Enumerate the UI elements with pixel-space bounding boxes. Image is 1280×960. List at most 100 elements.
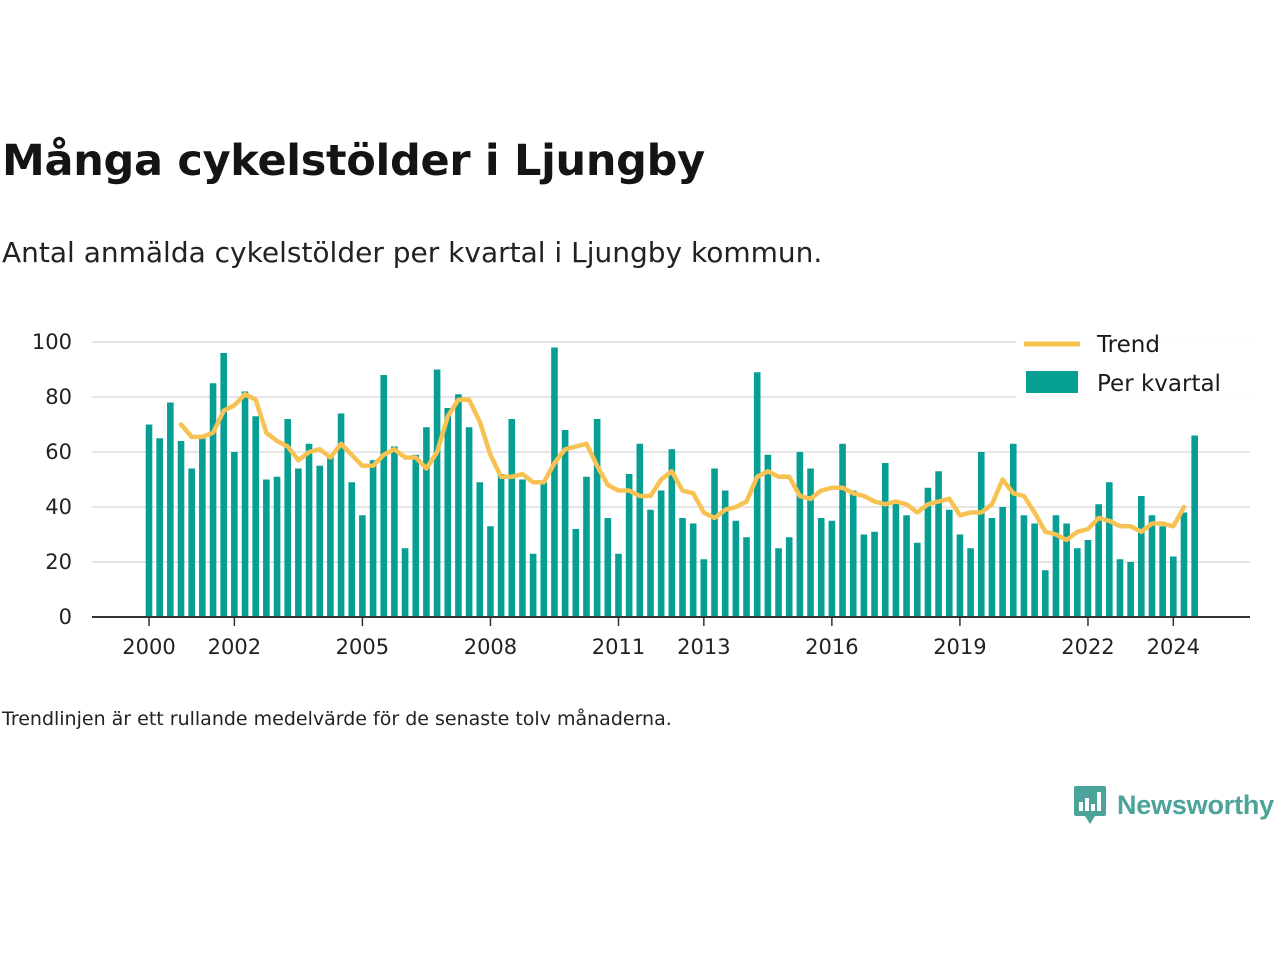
bar xyxy=(807,468,814,617)
bar xyxy=(380,375,388,617)
y-tick-label: 60 xyxy=(45,440,72,464)
bar xyxy=(668,449,676,617)
bar xyxy=(401,548,409,617)
legend-label-trend: Trend xyxy=(1096,332,1160,358)
bar xyxy=(796,452,804,617)
bar xyxy=(337,413,345,617)
bar xyxy=(625,474,633,617)
bar xyxy=(903,515,910,617)
bar xyxy=(988,518,996,617)
bar xyxy=(817,518,825,617)
bar xyxy=(935,471,942,617)
bar xyxy=(529,553,537,617)
y-tick-label: 100 xyxy=(32,330,72,354)
bar xyxy=(764,454,772,617)
bar xyxy=(945,509,953,617)
legend-label-per-kvartal: Per kvartal xyxy=(1097,371,1221,397)
brand-logo: Newsworthy xyxy=(1073,784,1274,826)
bar xyxy=(689,523,697,617)
bar xyxy=(785,537,793,617)
bar xyxy=(209,383,217,617)
bar xyxy=(775,548,782,617)
bar xyxy=(647,509,654,617)
bar xyxy=(956,534,964,617)
bar xyxy=(679,518,686,617)
bar xyxy=(700,559,708,617)
bar xyxy=(1020,515,1028,617)
brand-name: Newsworthy xyxy=(1116,789,1274,820)
bar xyxy=(519,479,526,617)
bar xyxy=(177,441,185,617)
bar xyxy=(828,520,836,617)
bar xyxy=(583,476,590,617)
bar xyxy=(977,452,985,617)
bar xyxy=(167,402,174,617)
bar xyxy=(1106,482,1113,617)
x-tick-label: 2011 xyxy=(592,635,645,659)
bar xyxy=(604,518,612,617)
bar xyxy=(1127,562,1134,617)
bar xyxy=(348,482,356,617)
bar xyxy=(284,419,292,617)
bar xyxy=(743,537,750,617)
bar xyxy=(231,452,238,617)
bar xyxy=(220,353,227,617)
bar xyxy=(1180,512,1188,617)
bar xyxy=(913,542,921,617)
x-tick-label: 2002 xyxy=(208,635,261,659)
y-tick-label: 40 xyxy=(45,495,72,519)
bar xyxy=(1009,443,1017,617)
bar xyxy=(1041,570,1049,617)
legend-swatch-per-kvartal xyxy=(1026,371,1078,393)
bar xyxy=(615,553,622,617)
bar xyxy=(327,454,334,617)
x-tick-label: 2000 xyxy=(122,635,175,659)
bar xyxy=(732,520,740,617)
bar xyxy=(572,529,580,617)
x-tick-label: 2016 xyxy=(805,635,858,659)
bar xyxy=(839,443,846,617)
bar xyxy=(871,531,878,617)
bar xyxy=(316,465,324,617)
bar xyxy=(721,490,729,617)
bar xyxy=(657,490,665,617)
bar xyxy=(252,416,259,617)
bar xyxy=(412,454,420,617)
bar xyxy=(145,424,153,617)
bar xyxy=(1148,515,1156,617)
bar xyxy=(1170,556,1177,617)
bar-chart: 0 20 40 60 80 100 2000 2002 2005 2008 2011 2013 2016… xyxy=(32,326,1250,659)
x-tick-label: 2005 xyxy=(336,635,389,659)
bar xyxy=(359,515,366,617)
bar xyxy=(305,443,313,617)
bar xyxy=(188,468,195,617)
x-tick-label: 2022 xyxy=(1061,635,1114,659)
bar xyxy=(881,463,889,617)
chart-axes: 0 20 40 60 80 100 2000 2002 2005 2008 2011 2013 2016… xyxy=(32,330,1250,659)
bar xyxy=(551,347,558,617)
bar xyxy=(999,507,1006,617)
bar xyxy=(476,482,484,617)
bar xyxy=(241,391,249,617)
line-series-trend xyxy=(178,391,1187,543)
bar xyxy=(465,427,473,617)
bar xyxy=(199,438,206,617)
bar xyxy=(1095,504,1102,617)
bar xyxy=(540,482,548,617)
bar xyxy=(455,394,462,617)
bar-series-per-kvartal xyxy=(145,347,1198,617)
x-tick-label: 2019 xyxy=(933,635,986,659)
bar xyxy=(369,460,377,617)
y-tick-label: 80 xyxy=(45,385,72,409)
bar xyxy=(593,419,601,617)
y-tick-label: 0 xyxy=(59,605,72,629)
bar xyxy=(753,372,761,617)
bar xyxy=(391,446,398,617)
bar xyxy=(273,476,281,617)
bar xyxy=(1116,559,1124,617)
chart-legend: Trend Per kvartal xyxy=(1016,326,1250,404)
bar xyxy=(1063,523,1070,617)
chart-subtitle: Antal anmälda cykelstölder per kvartal i… xyxy=(2,236,823,269)
bar xyxy=(1031,523,1038,617)
bar xyxy=(561,430,569,617)
